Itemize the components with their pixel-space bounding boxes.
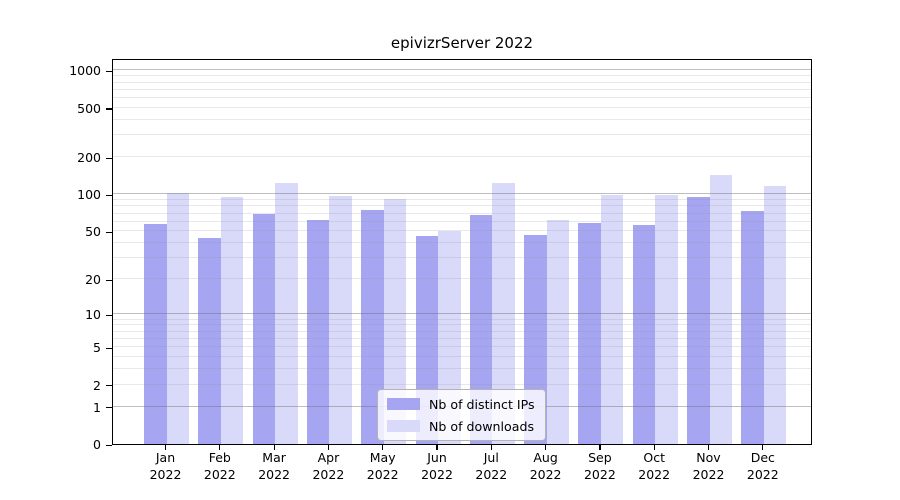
- x-tick-mark: [327, 444, 330, 450]
- bar-distinct-ips-jul: [469, 215, 493, 444]
- y-tick-label: 50: [85, 224, 101, 240]
- bar-downloads-apr: [329, 195, 352, 444]
- x-tick-label-sep: Sep 2022: [583, 450, 616, 482]
- x-tick-mark: [219, 444, 221, 450]
- bar-downloads-aug: [546, 220, 570, 444]
- y-tick-label: 500: [77, 100, 101, 116]
- bars-layer: [113, 60, 811, 444]
- legend-label-distinct-ips: Nb of distinct IPs: [429, 396, 535, 412]
- x-tick-label-aug: Aug 2022: [529, 450, 562, 482]
- bar-distinct-ips-dec: [741, 210, 764, 444]
- x-tick-mark: [599, 444, 601, 450]
- bar-downloads-feb: [220, 197, 244, 444]
- x-tick-mark: [762, 444, 764, 450]
- bar-downloads-dec: [763, 185, 787, 444]
- y-tick-label: 2: [93, 377, 101, 393]
- y-tick-mark: [106, 347, 112, 349]
- y-tick-mark: [106, 231, 112, 234]
- x-tick-label-feb: Feb 2022: [203, 450, 236, 482]
- x-tick-mark: [490, 444, 492, 450]
- bar-downloads-nov: [709, 174, 732, 444]
- bar-distinct-ips-apr: [306, 220, 330, 444]
- y-tick-label: 0: [93, 437, 101, 452]
- x-tick-mark: [707, 444, 710, 450]
- bar-downloads-mar: [275, 183, 298, 444]
- legend-swatch-distinct-ips: [387, 398, 420, 410]
- x-tick-mark: [436, 444, 438, 450]
- y-tick-mark: [106, 385, 112, 387]
- x-tick-mark: [545, 444, 547, 450]
- bar-distinct-ips-nov: [687, 196, 710, 444]
- legend-label-downloads: Nb of downloads: [429, 418, 535, 434]
- chart-title: epivizrServer 2022: [390, 34, 534, 52]
- y-tick-label: 5: [93, 340, 101, 356]
- bar-downloads-sep: [600, 194, 624, 444]
- x-tick-label-jan: Jan 2022: [149, 450, 182, 482]
- x-tick-label-jul: Jul 2022: [475, 450, 508, 482]
- x-tick-label-nov: Nov 2022: [692, 450, 725, 482]
- bar-downloads-jul: [492, 183, 515, 444]
- x-tick-label-apr: Apr 2022: [312, 450, 345, 482]
- legend: Nb of distinct IPs Nb of downloads: [377, 389, 546, 441]
- y-tick-mark: [106, 314, 112, 317]
- y-tick-label: 100: [77, 187, 101, 203]
- bar-downloads-jan: [166, 192, 189, 444]
- y-tick-mark: [106, 407, 112, 409]
- x-tick-label-mar: Mar 2022: [258, 450, 290, 482]
- y-tick-label: 200: [77, 150, 101, 166]
- y-tick-label: 10: [85, 307, 101, 323]
- y-tick-mark: [106, 279, 112, 282]
- y-tick-mark: [106, 194, 112, 197]
- bar-distinct-ips-feb: [198, 238, 221, 444]
- bar-distinct-ips-mar: [252, 213, 276, 444]
- bar-distinct-ips-may: [361, 209, 384, 444]
- y-tick-mark: [106, 108, 112, 110]
- x-tick-label-may: May 2022: [366, 450, 399, 482]
- y-tick-label: 1: [93, 399, 101, 415]
- x-tick-label-oct: Oct 2022: [638, 450, 671, 482]
- x-tick-mark: [653, 444, 655, 450]
- y-tick-mark: [106, 157, 112, 160]
- y-tick-label: 1000: [69, 63, 101, 79]
- legend-item-downloads: Nb of downloads: [387, 417, 535, 435]
- bar-distinct-ips-oct: [632, 224, 656, 444]
- x-tick-mark: [382, 444, 384, 450]
- y-tick-label: 20: [85, 272, 101, 288]
- y-tick-mark: [106, 70, 112, 73]
- bar-downloads-may: [383, 198, 407, 444]
- bar-distinct-ips-jan: [144, 223, 167, 444]
- y-tick-mark: [106, 444, 112, 446]
- legend-swatch-downloads: [387, 420, 420, 432]
- x-tick-label-dec: Dec 2022: [746, 450, 779, 482]
- x-tick-label-jun: Jun 2022: [421, 450, 453, 482]
- bar-downloads-oct: [655, 194, 678, 444]
- legend-item-distinct-ips: Nb of distinct IPs: [387, 395, 535, 413]
- x-tick-mark: [273, 444, 275, 450]
- x-tick-mark: [164, 444, 167, 450]
- plot-area: [112, 59, 812, 445]
- bar-distinct-ips-sep: [578, 222, 601, 444]
